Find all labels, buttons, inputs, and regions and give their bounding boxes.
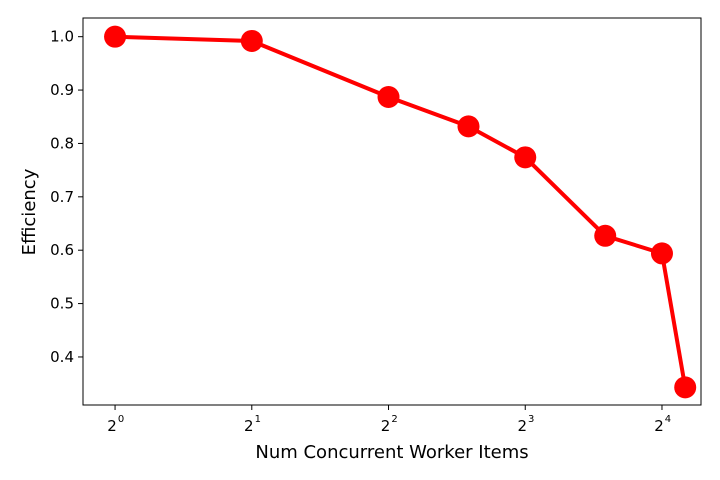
y-axis-title: Efficiency — [19, 168, 40, 255]
data-point — [674, 376, 697, 399]
x-tick-label: 2 — [244, 417, 254, 435]
x-axis-title: Num Concurrent Worker Items — [255, 442, 528, 463]
x-tick-exponent: 3 — [528, 414, 534, 425]
series-layer — [104, 25, 697, 399]
y-tick-label: 0.7 — [50, 188, 74, 206]
x-tick-exponent: 1 — [255, 414, 261, 425]
data-point — [377, 86, 400, 109]
data-point — [104, 25, 127, 48]
y-tick-label: 0.4 — [50, 348, 74, 366]
x-tick-exponent: 0 — [118, 414, 124, 425]
y-tick-label: 0.8 — [50, 134, 74, 152]
data-point — [650, 242, 673, 265]
data-point — [457, 115, 480, 138]
x-tick-exponent: 2 — [391, 414, 397, 425]
data-point — [514, 146, 537, 169]
x-tick-label: 2 — [517, 417, 527, 435]
data-point — [240, 29, 263, 52]
x-tick-label: 2 — [381, 417, 391, 435]
y-axis: 0.4 0.5 0.6 0.7 0.8 0.9 1.0 — [50, 28, 83, 366]
y-tick-label: 0.6 — [50, 241, 74, 259]
x-tick-label: 2 — [654, 417, 664, 435]
data-point — [594, 224, 617, 247]
y-tick-label: 0.9 — [50, 81, 74, 99]
x-tick-label: 2 — [107, 417, 117, 435]
plot-area — [82, 17, 702, 406]
y-tick-label: 1.0 — [50, 28, 74, 46]
x-tick-exponent: 4 — [665, 414, 671, 425]
y-tick-label: 0.5 — [50, 295, 74, 313]
